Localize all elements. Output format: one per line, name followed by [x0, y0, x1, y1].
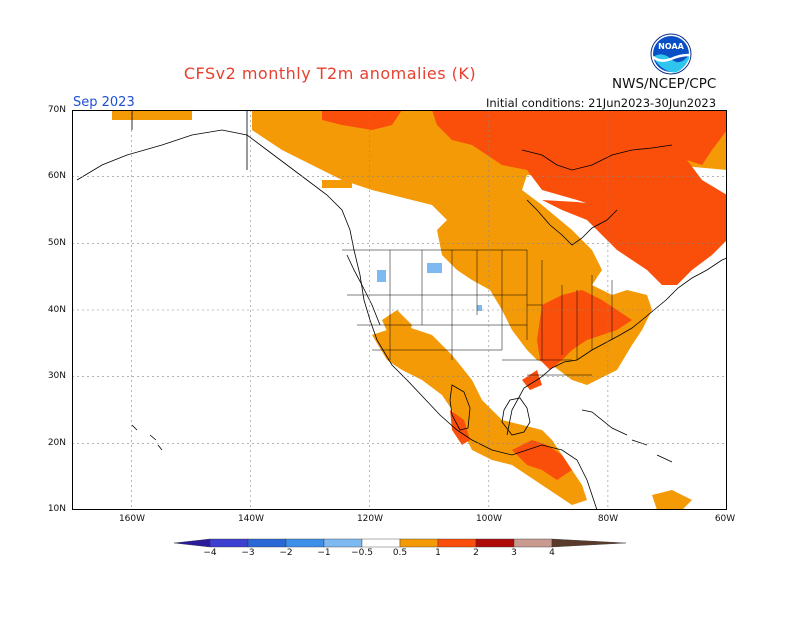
colorbar-cell	[247, 538, 287, 548]
lon-label-80w: 80W	[597, 514, 619, 524]
anomaly-map	[72, 110, 727, 510]
colorbar-arrow-high	[551, 538, 626, 548]
period-label: Sep 2023	[73, 95, 135, 110]
initial-conditions: Initial conditions: 21Jun2023-30Jun2023	[486, 96, 717, 110]
lon-label-140w: 140W	[237, 514, 265, 524]
map-title: CFSv2 monthly T2m anomalies (K)	[183, 64, 477, 83]
anomaly-fill-cool	[377, 263, 482, 311]
colorbar-cell	[209, 538, 249, 548]
lat-label-20n: 20N	[47, 438, 66, 448]
colorbar-label: 4	[549, 548, 555, 558]
lat-label-50n: 50N	[47, 238, 66, 248]
lon-label-160w: 160W	[118, 514, 146, 524]
colorbar-label: 2	[473, 548, 479, 558]
lat-label-70n: 70N	[47, 105, 66, 115]
lon-label-120w: 120W	[356, 514, 384, 524]
colorbar-label: −4	[203, 548, 217, 558]
graticule	[72, 110, 727, 510]
colorbar-cell	[399, 538, 439, 548]
lon-label-60w: 60W	[714, 514, 736, 524]
colorbar-label: −0.5	[351, 548, 373, 558]
colorbar-cell	[475, 538, 515, 548]
noaa-logo: NOAA	[650, 33, 692, 75]
colorbar-label: 1	[435, 548, 441, 558]
colorbar-cell	[323, 538, 363, 548]
colorbar-label: −3	[241, 548, 255, 558]
colorbar-cell	[361, 538, 401, 548]
lat-label-30n: 30N	[47, 371, 66, 381]
logo-text: NOAA	[658, 42, 684, 51]
colorbar-label: 0.5	[392, 548, 408, 558]
lat-label-60n: 60N	[47, 171, 66, 181]
colorbar-label: −2	[279, 548, 293, 558]
lon-label-100w: 100W	[475, 514, 503, 524]
lat-label-10n: 10N	[47, 504, 66, 514]
org-label: NWS/NCEP/CPC	[612, 76, 717, 92]
colorbar-arrow-low	[174, 538, 211, 548]
colorbar-label: −1	[317, 548, 331, 558]
lat-label-40n: 40N	[47, 305, 66, 315]
colorbar-label: 3	[511, 548, 517, 558]
colorbar-cell	[285, 538, 325, 548]
colorbar	[174, 538, 626, 548]
colorbar-cell	[437, 538, 477, 548]
colorbar-cell	[513, 538, 553, 548]
